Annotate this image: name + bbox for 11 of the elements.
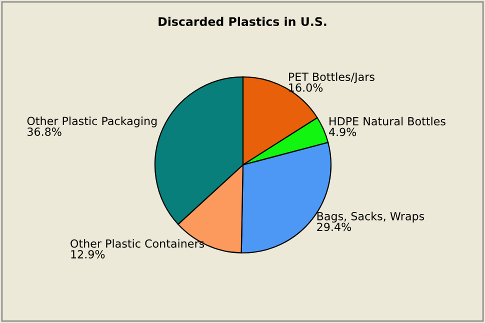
chart-title: Discarded Plastics in U.S. — [158, 16, 326, 26]
data-label: 36.8% — [28, 128, 62, 136]
slice-label: Bags, Sacks, Wraps — [317, 212, 424, 223]
slice-label: Other Plastic Containers — [70, 239, 204, 248]
data-label: 16.0% — [289, 83, 323, 92]
data-label: 4.9% — [329, 128, 356, 136]
slice-label: PET Bottles/Jars — [289, 72, 374, 84]
slice-label: HDPE Natural Bottles — [330, 116, 446, 126]
data-label: 12.9% — [71, 250, 105, 258]
slice-label: Other Plastic Packaging — [27, 116, 157, 128]
data-label: 29.4% — [317, 222, 351, 232]
